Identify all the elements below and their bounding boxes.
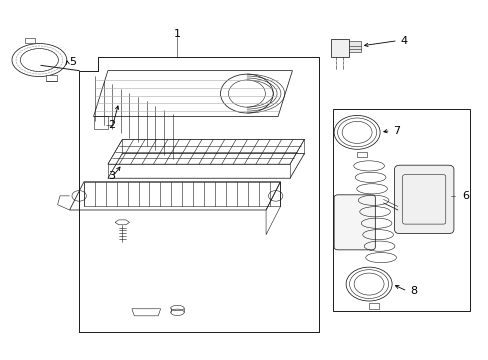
Text: 6: 6 <box>462 191 468 201</box>
Bar <box>330 39 348 57</box>
Bar <box>332 109 469 311</box>
Text: 8: 8 <box>409 286 416 296</box>
Text: 5: 5 <box>69 57 77 67</box>
Bar <box>348 41 360 52</box>
FancyBboxPatch shape <box>333 195 375 250</box>
Text: 3: 3 <box>108 171 115 181</box>
Text: 1: 1 <box>174 28 181 39</box>
Text: 4: 4 <box>399 36 407 46</box>
Bar <box>25 38 35 43</box>
Text: 2: 2 <box>108 120 115 130</box>
Bar <box>356 152 366 157</box>
FancyBboxPatch shape <box>394 165 453 234</box>
Text: 7: 7 <box>392 126 399 136</box>
Bar <box>368 303 378 309</box>
Bar <box>45 75 57 81</box>
